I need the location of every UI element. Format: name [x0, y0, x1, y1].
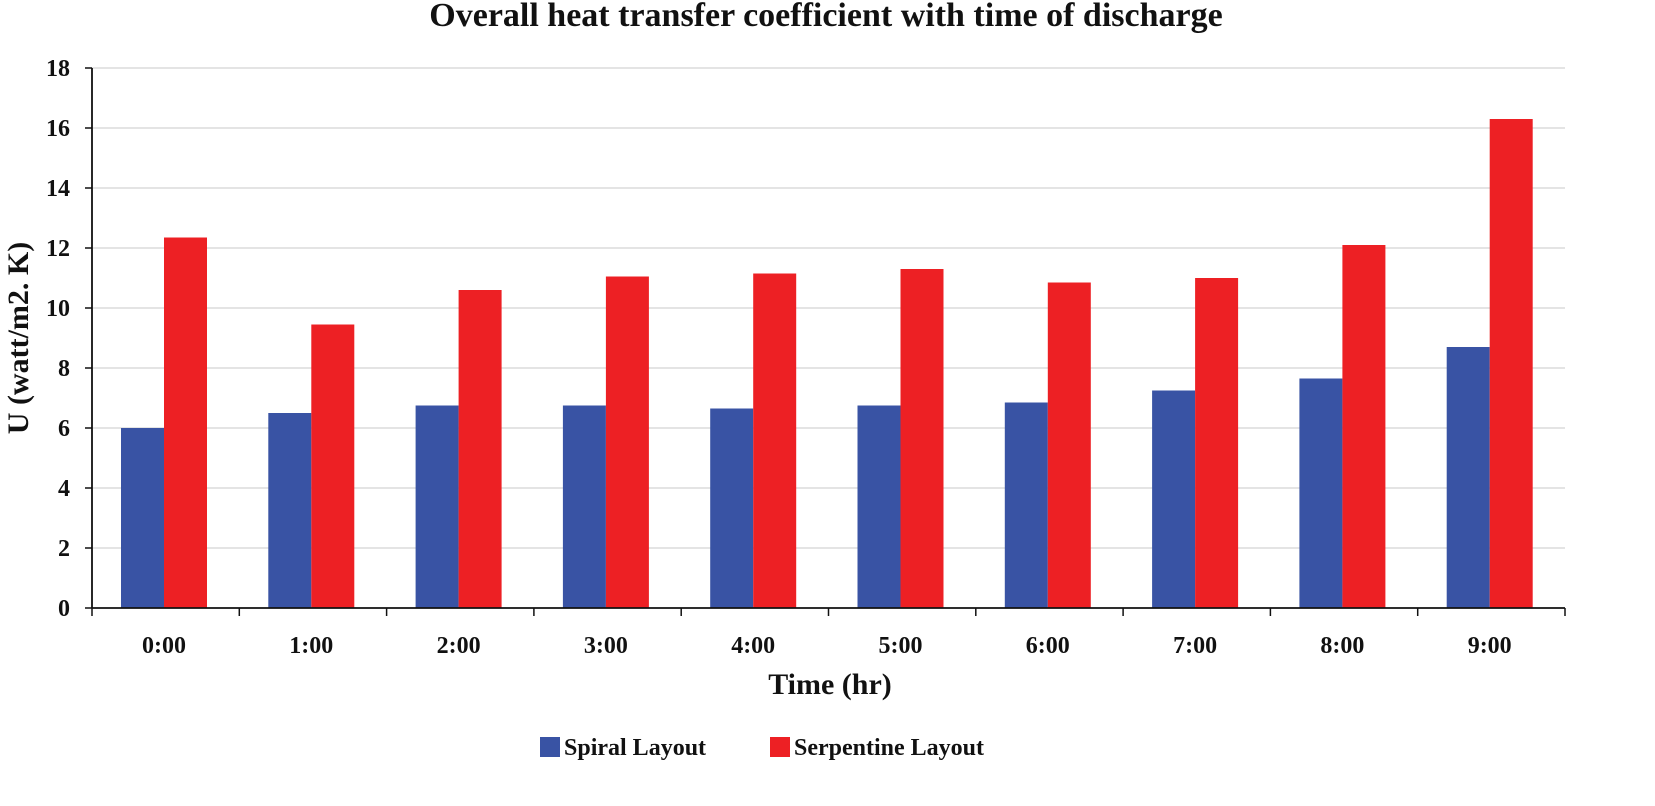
x-tick-label: 7:00 [1173, 633, 1217, 659]
x-tick-label: 3:00 [584, 633, 628, 659]
legend-label-serpentine: Serpentine Layout [794, 735, 984, 761]
chart-title: Overall heat transfer coefficient with t… [429, 0, 1222, 34]
bar-serpentine-0 [164, 237, 207, 608]
bar-serpentine-4 [753, 273, 797, 608]
y-tick-label: 4 [58, 476, 70, 502]
bar-spiral-2 [415, 405, 459, 608]
bar-serpentine-3 [605, 276, 649, 608]
y-tick-label: 2 [58, 536, 70, 562]
y-tick-label: 18 [46, 56, 70, 82]
x-tick-label: 8:00 [1320, 633, 1364, 659]
y-tick-labels: 0 2 4 6 8 10 12 14 16 18 [46, 56, 70, 622]
bar-serpentine-5 [900, 269, 944, 608]
y-tick-label: 14 [46, 176, 70, 202]
bar-serpentine-9 [1489, 119, 1533, 608]
x-tick-label: 9:00 [1468, 633, 1512, 659]
y-tick-label: 10 [46, 296, 70, 322]
bar-serpentine-2 [458, 290, 502, 608]
x-axis-label: Time (hr) [768, 668, 892, 701]
x-tick-label: 6:00 [1026, 633, 1070, 659]
x-tick-label: 0:00 [142, 633, 186, 659]
y-tick-label: 16 [46, 116, 70, 142]
bars [121, 119, 1533, 608]
x-tick-label: 4:00 [731, 633, 775, 659]
y-tick-label: 0 [58, 596, 70, 622]
bar-serpentine-7 [1195, 278, 1239, 608]
bar-spiral-5 [857, 405, 901, 608]
x-tick-label: 5:00 [879, 633, 923, 659]
bar-spiral-7 [1152, 390, 1196, 608]
y-tick-label: 8 [58, 356, 70, 382]
bar-spiral-1 [268, 413, 312, 608]
bar-serpentine-1 [311, 324, 355, 608]
y-tick-label: 12 [46, 236, 70, 262]
x-tick-labels: 0:00 1:00 2:00 3:00 4:00 5:00 6:00 7:00 8:00 9:00 [142, 633, 1512, 659]
bar-spiral-9 [1446, 347, 1490, 608]
legend-swatch-serpentine [770, 737, 790, 757]
y-tick-label: 6 [58, 416, 70, 442]
x-tick-label: 2:00 [437, 633, 481, 659]
bar-spiral-6 [1004, 402, 1048, 608]
bar-spiral-4 [710, 408, 754, 608]
legend-swatch-spiral [540, 737, 560, 757]
y-axis-label: U (watt/m2. K) [2, 242, 35, 434]
bar-spiral-8 [1299, 378, 1343, 608]
bar-serpentine-8 [1342, 245, 1386, 608]
legend: Spiral Layout Serpentine Layout [540, 735, 984, 761]
axes [85, 67, 1566, 616]
bar-spiral-0 [121, 428, 164, 608]
legend-label-spiral: Spiral Layout [564, 735, 706, 761]
x-tick-label: 1:00 [289, 633, 333, 659]
bar-spiral-3 [562, 405, 606, 608]
bar-serpentine-6 [1047, 282, 1091, 608]
